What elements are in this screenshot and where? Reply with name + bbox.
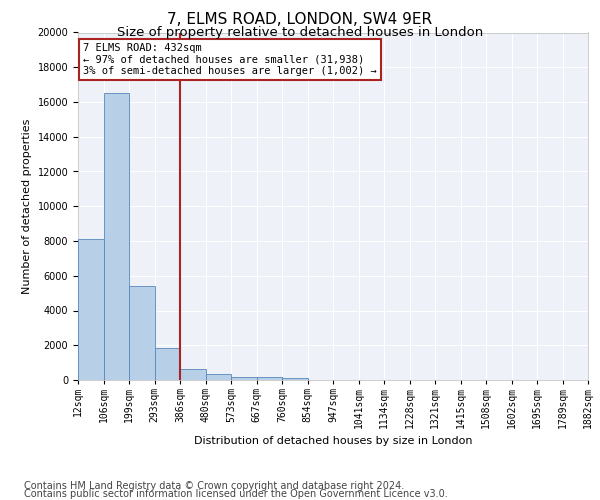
Bar [78, 240, 104, 380]
Bar [257, 378, 282, 380]
Bar [129, 286, 155, 380]
Bar [155, 348, 180, 380]
Y-axis label: Number of detached properties: Number of detached properties [22, 118, 32, 294]
X-axis label: Distribution of detached houses by size in London: Distribution of detached houses by size … [194, 436, 472, 446]
Text: Contains public sector information licensed under the Open Government Licence v3: Contains public sector information licen… [24, 489, 448, 499]
Text: Contains HM Land Registry data © Crown copyright and database right 2024.: Contains HM Land Registry data © Crown c… [24, 481, 404, 491]
Bar [180, 368, 205, 380]
Bar [231, 376, 257, 380]
Bar [282, 378, 308, 380]
Bar [205, 374, 231, 380]
Text: 7 ELMS ROAD: 432sqm
← 97% of detached houses are smaller (31,938)
3% of semi-det: 7 ELMS ROAD: 432sqm ← 97% of detached ho… [83, 43, 377, 76]
Text: Size of property relative to detached houses in London: Size of property relative to detached ho… [117, 26, 483, 39]
Text: 7, ELMS ROAD, LONDON, SW4 9ER: 7, ELMS ROAD, LONDON, SW4 9ER [167, 12, 433, 28]
Bar [104, 94, 129, 380]
